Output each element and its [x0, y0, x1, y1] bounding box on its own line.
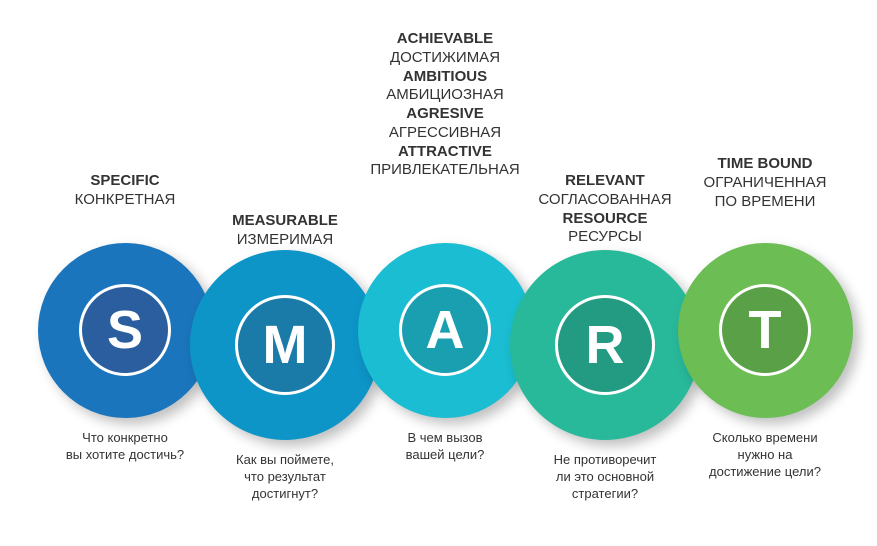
- circle-t: T: [678, 243, 853, 418]
- top-label-s-0: SPECIFIC: [15, 172, 235, 191]
- top-label-s-1: КОНКРЕТНАЯ: [15, 191, 235, 210]
- circle-s-inner: S: [79, 284, 171, 376]
- bottom-label-t-1: нужно на: [665, 447, 865, 464]
- circle-m: M: [190, 250, 380, 440]
- top-label-a-5: АГРЕССИВНАЯ: [335, 124, 555, 143]
- circle-r: R: [510, 250, 700, 440]
- letter-m: M: [263, 314, 308, 376]
- circle-m-inner: M: [235, 295, 335, 395]
- circle-a-inner: A: [399, 284, 491, 376]
- top-label-t-1: ОГРАНИЧЕННАЯ: [655, 174, 875, 193]
- top-labels-a: ACHIEVABLEДОСТИЖИМАЯAMBITIOUSАМБИЦИОЗНАЯ…: [335, 30, 555, 180]
- letter-t: T: [749, 299, 782, 361]
- top-label-a-1: ДОСТИЖИМАЯ: [335, 49, 555, 68]
- circle-a: A: [358, 243, 533, 418]
- bottom-label-t-2: достижение цели?: [665, 464, 865, 481]
- bottom-labels-t: Сколько временинужно надостижение цели?: [665, 430, 865, 481]
- letter-r: R: [586, 314, 625, 376]
- top-labels-s: SPECIFICКОНКРЕТНАЯ: [15, 172, 235, 210]
- letter-s: S: [107, 299, 143, 361]
- bottom-label-m-1: что результат: [185, 469, 385, 486]
- top-label-a-2: AMBITIOUS: [335, 68, 555, 87]
- bottom-label-a-0: В чем вызов: [345, 430, 545, 447]
- top-labels-t: TIME BOUNDОГРАНИЧЕННАЯПО ВРЕМЕНИ: [655, 155, 875, 211]
- top-label-t-2: ПО ВРЕМЕНИ: [655, 193, 875, 212]
- bottom-label-t-0: Сколько времени: [665, 430, 865, 447]
- top-label-a-4: AGRESIVE: [335, 105, 555, 124]
- top-label-a-3: АМБИЦИОЗНАЯ: [335, 86, 555, 105]
- top-label-a-6: ATTRACTIVE: [335, 143, 555, 162]
- top-label-a-0: ACHIEVABLE: [335, 30, 555, 49]
- top-label-m-0: MEASURABLE: [175, 212, 395, 231]
- bottom-label-s-0: Что конкретно: [25, 430, 225, 447]
- top-label-m-1: ИЗМЕРИМАЯ: [175, 231, 395, 250]
- top-label-t-0: TIME BOUND: [655, 155, 875, 174]
- top-labels-m: MEASURABLEИЗМЕРИМАЯ: [175, 212, 395, 250]
- top-label-r-3: РЕСУРСЫ: [495, 228, 715, 247]
- bottom-label-r-2: стратегии?: [505, 486, 705, 503]
- top-label-r-2: RESOURCE: [495, 210, 715, 229]
- bottom-label-m-2: достигнут?: [185, 486, 385, 503]
- circle-t-inner: T: [719, 284, 811, 376]
- circle-s: S: [38, 243, 213, 418]
- letter-a: A: [426, 299, 465, 361]
- circle-r-inner: R: [555, 295, 655, 395]
